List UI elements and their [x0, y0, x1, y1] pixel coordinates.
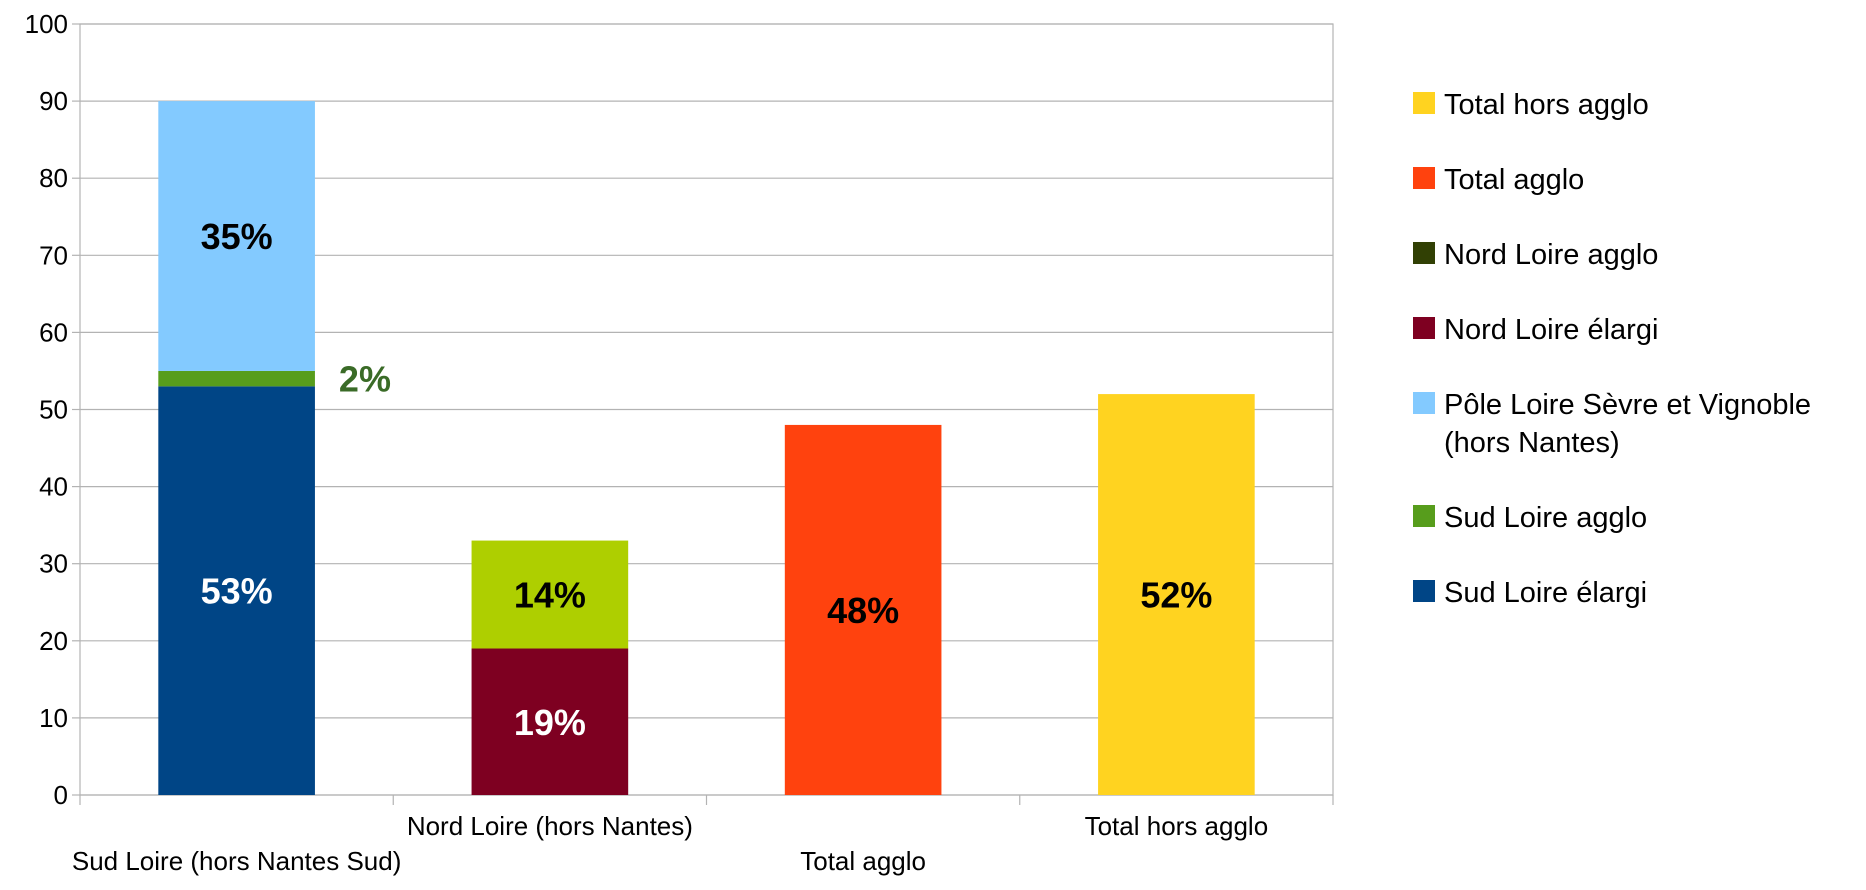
- legend-swatch: [1413, 580, 1435, 602]
- y-tick-label: 20: [39, 626, 68, 656]
- y-tick-label: 80: [39, 163, 68, 193]
- data-labels: 53% 2% 35% 19% 14% 48% 52%: [201, 216, 1213, 743]
- y-tick-label: 100: [25, 9, 68, 39]
- y-tick-label: 0: [54, 780, 68, 810]
- legend: Total hors agglo Total agglo Nord Loire ag…: [1413, 89, 1811, 609]
- x-category-label: Sud Loire (hors Nantes Sud): [72, 846, 402, 876]
- data-label: 19%: [514, 702, 586, 743]
- legend-label: Sud Loire élargi: [1444, 577, 1647, 609]
- legend-swatch: [1413, 242, 1435, 264]
- data-label: 14%: [514, 575, 586, 616]
- data-label: 53%: [201, 571, 273, 612]
- bar-segment: [471, 648, 629, 795]
- y-tick-label: 70: [39, 240, 68, 270]
- y-tick-label: 60: [39, 317, 68, 347]
- legend-swatch: [1413, 167, 1435, 189]
- bar-segment: [784, 424, 942, 795]
- legend-swatch: [1413, 392, 1435, 414]
- bars: [158, 101, 1255, 795]
- y-tick-label: 10: [39, 703, 68, 733]
- legend-swatch: [1413, 317, 1435, 339]
- y-tick-label: 90: [39, 86, 68, 116]
- data-label: 2%: [339, 359, 391, 400]
- data-label: 52%: [1140, 575, 1212, 616]
- legend-swatch: [1413, 505, 1435, 527]
- bar-segment: [158, 370, 315, 387]
- x-category-label: Nord Loire (hors Nantes): [407, 811, 693, 841]
- axes: 0 10 20 30 40 50 60 70 80 90 100 Sud Loire (hors Na…: [25, 9, 1334, 876]
- y-tick-label: 40: [39, 472, 68, 502]
- x-category-label: Total hors agglo: [1085, 811, 1269, 841]
- legend-label: Total hors agglo: [1444, 89, 1649, 121]
- legend-label: Nord Loire élargi: [1444, 314, 1658, 346]
- bar-segment: [471, 540, 629, 649]
- y-tick-label: 50: [39, 395, 68, 425]
- legend-label: Nord Loire agglo: [1444, 239, 1658, 271]
- legend-label: (hors Nantes): [1444, 427, 1620, 459]
- bar-segment: [158, 101, 315, 371]
- legend-swatch: [1413, 92, 1435, 114]
- x-category-label: Total agglo: [800, 846, 926, 876]
- y-tick-label: 30: [39, 549, 68, 579]
- data-label: 35%: [201, 216, 273, 257]
- data-label: 48%: [827, 590, 899, 631]
- legend-label: Sud Loire agglo: [1444, 502, 1647, 534]
- legend-label: Pôle Loire Sèvre et Vignoble: [1444, 389, 1811, 421]
- bar-segment: [1098, 394, 1255, 795]
- bar-segment: [158, 386, 315, 795]
- legend-label: Total agglo: [1444, 164, 1584, 196]
